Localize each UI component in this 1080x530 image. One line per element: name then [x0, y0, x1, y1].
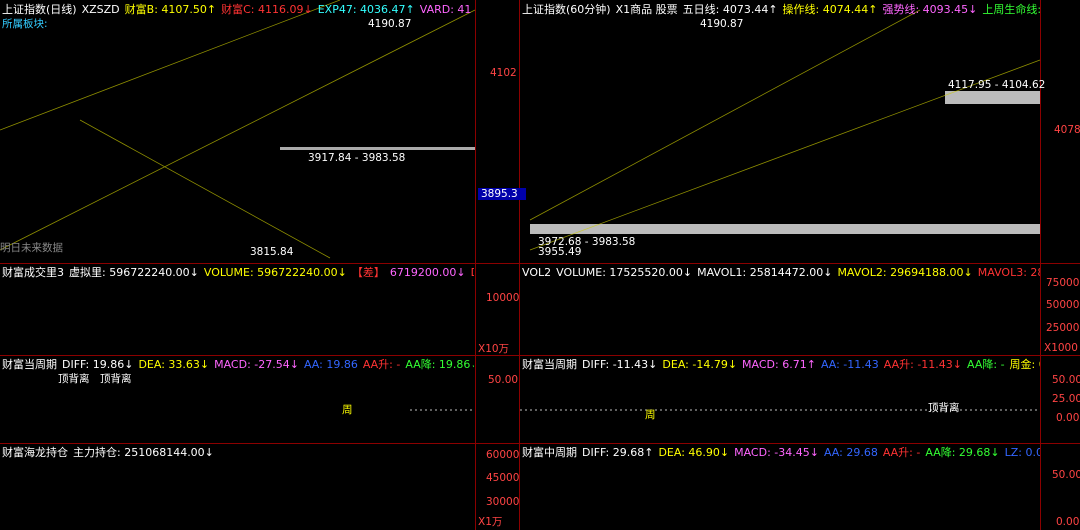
panel-header: 财富海龙持仓 主力持仓: 251068144.00↓	[2, 446, 474, 460]
axis-label: 50.00	[1052, 469, 1080, 481]
indicator-value: 虚拟里: 596722240.00↓	[69, 266, 199, 279]
indicator-value: DIFF: 19.86↓	[62, 358, 134, 371]
indicator-value: 6719200.00↓	[389, 266, 466, 279]
indicator-value: DIFF: -11.43↓	[582, 358, 658, 371]
axis-label: 4078	[1054, 124, 1080, 136]
indicator-value: AA升: -11.43↓	[883, 358, 963, 371]
indicator-value: DIFF: 29.68↑	[582, 446, 654, 459]
indicator-value: AA: 19.86	[303, 358, 358, 371]
indicator-value: AA升: -	[362, 358, 401, 371]
indicator-value: 财富C: 4116.09↓	[221, 3, 313, 16]
indicator-value: EXP47: 4036.47↑	[317, 3, 415, 16]
indicator-value: 周金: 0.00	[1009, 358, 1040, 371]
indicator-value: X1商品 股票	[615, 3, 678, 16]
indicator-value: AA: -11.43	[820, 358, 879, 371]
indicator-value: AA降: -	[967, 358, 1005, 371]
indicator-value: 五日线: 4073.44↑	[682, 3, 778, 16]
chart-annotation: 周	[342, 404, 353, 416]
chart-annotation: 周	[645, 409, 656, 421]
chart-annotation: 3955.49	[538, 246, 582, 258]
axis-label: 10000	[486, 292, 520, 304]
panel-header: 财富成交里3 虚拟里: 596722240.00↓ VOLUME: 59672224…	[2, 266, 474, 280]
chart-annotation: 顶背离	[928, 402, 960, 414]
indicator-value: 财富中周期	[522, 446, 577, 459]
indicator-value: 主力持仓: 251068144.00↓	[73, 446, 214, 459]
indicator-value: DEA: 33.63↓	[138, 358, 210, 371]
indicator-value: 操作线: 4074.44↑	[782, 3, 878, 16]
axis-label: X1000	[1044, 342, 1078, 354]
panel-header: 财富当周期 DIFF: 19.86↓ DEA: 33.63↓ MACD: -27.54…	[2, 358, 474, 372]
chart-annotation: 3917.84 - 3983.58	[308, 152, 406, 164]
axis-label: 60000	[486, 449, 520, 461]
indicator-value: 财富成交里3	[2, 266, 64, 279]
indicator-value: AA升: -	[882, 446, 921, 459]
axis-label: 50000	[1046, 299, 1080, 311]
indicator-value: AA降: 29.68↓	[925, 446, 1000, 459]
indicator-value: AA: 29.68	[823, 446, 878, 459]
chart-annotation: 4190.87	[368, 18, 412, 30]
indicator-value: VARD: 4116.09↓	[419, 3, 472, 16]
axis-label: 50.00	[1052, 374, 1080, 386]
indicator-value: 上证指数(日线)	[2, 3, 77, 16]
indicator-value: MAVOL2: 29694188.00↓	[837, 266, 973, 279]
indicator-value: 【差】	[351, 266, 385, 279]
chart-annotation: 顶背离	[58, 373, 90, 385]
indicator-value: 财富当周期	[2, 358, 57, 371]
panel-header: VOL2 VOLUME: 17525520.00↓ MAVOL1: 25814472…	[522, 266, 1040, 280]
indicator-value: 财富当周期	[522, 358, 577, 371]
indicator-value: 强势线: 4093.45↓	[882, 3, 978, 16]
indicator-value: MACD: -34.45↓	[734, 446, 819, 459]
chart-annotation: 所属板块:	[2, 18, 48, 30]
axis-label: 0.00	[1056, 412, 1080, 424]
indicator-value: AA降: 19.86↓	[405, 358, 474, 371]
indicator-value: MACD: 6.71↑	[742, 358, 816, 371]
axis-label: 30000	[486, 496, 520, 508]
chart-annotation: 4190.87	[700, 18, 744, 30]
panel-header: 上证指数(60分钟) X1商品 股票 五日线: 4073.44↑ 操作线: 4074.…	[522, 3, 1040, 17]
axis-label: 25.00	[1052, 393, 1080, 405]
indicator-value: VOLUME: 596722240.00↓	[203, 266, 347, 279]
chart-annotation: 3815.84	[250, 246, 294, 258]
chart-annotation: 明日未来数据	[0, 242, 63, 254]
chart-annotation: 4117.95 - 4104.62	[948, 79, 1046, 91]
indicator-value: MAVOL1: 25814472.00↓	[697, 266, 833, 279]
indicator-value: MAVOL3: 28173506.00↓	[977, 266, 1040, 279]
indicator-value: 财富B: 4107.50↑	[124, 3, 217, 16]
indicator-value: MACD: -27.54↓	[214, 358, 299, 371]
indicator-value: VOL2	[522, 266, 552, 279]
chart-annotation: 顶背离	[100, 373, 132, 385]
axis-label: 4102	[490, 67, 517, 79]
axis-label: X10万	[478, 343, 510, 355]
indicator-value: 上证指数(60分钟)	[522, 3, 611, 16]
indicator-value: LZ: 0.00	[1004, 446, 1040, 459]
axis-label: 75000	[1046, 277, 1080, 289]
indicator-value: DDX1: 606	[471, 266, 474, 280]
panel-header: 财富中周期 DIFF: 29.68↑ DEA: 46.90↓ MACD: -34.45…	[522, 446, 1040, 460]
axis-label: 3895.3	[478, 188, 526, 200]
chart-annotation: 3972.68 - 3983.58	[538, 236, 636, 248]
indicator-value: 上周生命线: 4090.7	[982, 3, 1040, 16]
panel-header: 财富当周期 DIFF: -11.43↓ DEA: -14.79↓ MACD: 6.71…	[522, 358, 1040, 372]
indicator-value: VOLUME: 17525520.00↓	[556, 266, 693, 279]
indicator-value: 财富海龙持仓	[2, 446, 68, 459]
indicator-value: XZSZD	[81, 3, 120, 16]
axis-label: X1万	[478, 516, 503, 528]
indicator-value: DEA: -14.79↓	[662, 358, 738, 371]
panel-header: 上证指数(日线) XZSZD 财富B: 4107.50↑ 财富C: 4116.09↓ E…	[2, 3, 472, 17]
axis-label: 0.00	[1056, 516, 1080, 528]
axis-label: 25000	[1046, 322, 1080, 334]
axis-label: 45000	[486, 472, 520, 484]
indicator-value: DEA: 46.90↓	[658, 446, 730, 459]
axis-label: 50.00	[488, 374, 519, 386]
